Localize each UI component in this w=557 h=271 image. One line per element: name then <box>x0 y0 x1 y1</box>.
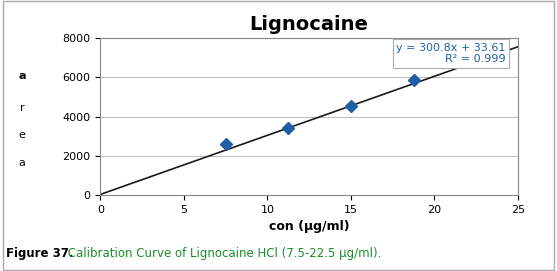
Text: a: a <box>18 71 26 81</box>
Title: Lignocaine: Lignocaine <box>250 15 369 34</box>
Text: Figure 37.: Figure 37. <box>6 247 73 260</box>
Text: y = 300.8x + 33.61
R² = 0.999: y = 300.8x + 33.61 R² = 0.999 <box>396 43 506 64</box>
Text: a: a <box>19 158 26 167</box>
X-axis label: con (μg/ml): con (μg/ml) <box>269 220 349 233</box>
Text: e: e <box>19 131 26 140</box>
Text: r: r <box>20 104 25 113</box>
Text: Calibration Curve of Lignocaine HCl (7.5-22.5 μg/ml).: Calibration Curve of Lignocaine HCl (7.5… <box>64 247 382 260</box>
